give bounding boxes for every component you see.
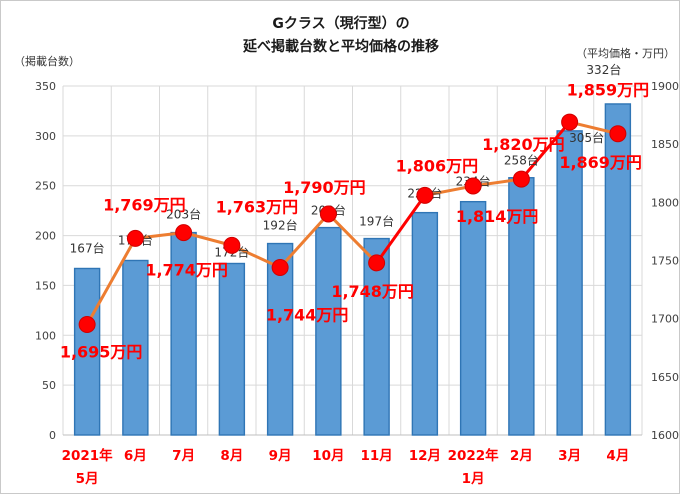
bar-label-7: 197台 — [359, 214, 394, 229]
price-label-12: 1,859万円 — [567, 81, 650, 100]
price-marker-6 — [319, 205, 337, 223]
bar-label-5: 192台 — [263, 218, 298, 233]
price-marker-9 — [464, 177, 482, 195]
left-axis-tick: 200 — [35, 230, 56, 243]
price-marker-5 — [271, 258, 289, 276]
chart-title-line1: Gクラス（現行型）の — [272, 16, 410, 32]
price-marker-3 — [175, 224, 193, 242]
left-axis-tick: 300 — [35, 130, 56, 143]
bar-label-11: 305台 — [569, 130, 604, 145]
left-axis-tick: 0 — [49, 429, 56, 442]
left-axis-title: （掲載台数） — [14, 55, 80, 68]
x-axis-label-7: 11月 — [360, 448, 392, 464]
right-axis-tick: 1800 — [651, 196, 679, 209]
price-line-segment-1 — [85, 236, 137, 326]
left-axis-tick: 150 — [35, 279, 56, 292]
bar-10 — [508, 177, 535, 436]
bar-4 — [218, 262, 246, 436]
x-axis-label-12: 4月 — [606, 448, 629, 464]
x-axis-label-8: 12月 — [409, 448, 441, 464]
right-axis-title: （平均価格・万円） — [576, 47, 675, 60]
x-axis-label-3: 7月 — [172, 448, 195, 464]
right-axis-tick: 1600 — [651, 429, 679, 442]
price-label-7: 1,748万円 — [331, 282, 414, 301]
price-label-2: 1,769万円 — [103, 195, 186, 214]
bar-6 — [315, 226, 342, 436]
bar-3 — [170, 231, 197, 436]
price-label-5: 1,744万円 — [266, 305, 349, 324]
x-axis-label-5: 9月 — [269, 448, 292, 464]
price-label-3: 1,774万円 — [145, 261, 228, 280]
price-line-segment-10 — [519, 120, 572, 181]
price-marker-8 — [416, 186, 434, 204]
price-marker-7 — [368, 254, 386, 272]
x-axis-label-4: 8月 — [220, 448, 243, 464]
right-axis-tick: 1650 — [651, 371, 679, 384]
bar-11 — [556, 130, 583, 436]
left-axis-tick: 100 — [35, 329, 56, 342]
price-label-10: 1,820万円 — [482, 135, 565, 154]
price-label-1: 1,695万円 — [60, 342, 143, 361]
price-marker-10 — [512, 170, 530, 188]
right-axis-tick: 1700 — [651, 313, 679, 326]
bar-2 — [122, 259, 149, 436]
right-axis-tick: 1850 — [651, 138, 679, 151]
chart-title: Gクラス（現行型）の 延べ掲載台数と平均価格の推移 — [1, 13, 679, 59]
price-line-segment-7 — [375, 193, 427, 265]
x-axis-label-2: 6月 — [124, 448, 147, 464]
x-axis-label-1: 2021年 — [62, 447, 114, 464]
price-marker-1 — [78, 315, 96, 333]
bar-1 — [73, 267, 101, 436]
price-label-11: 1,869万円 — [559, 153, 642, 172]
x-axis-label-6: 10月 — [312, 448, 344, 464]
left-axis-tick: 350 — [35, 80, 56, 93]
chart-title-line2: 延べ掲載台数と平均価格の推移 — [243, 39, 439, 55]
bar-8 — [411, 211, 439, 436]
price-label-6: 1,790万円 — [283, 178, 366, 197]
x-axis-label-11: 3月 — [558, 448, 581, 464]
right-axis-tick: 1900 — [651, 80, 679, 93]
price-marker-12 — [609, 125, 627, 143]
bar-12 — [604, 103, 632, 436]
price-line-segment-6 — [326, 212, 379, 265]
price-marker-2 — [126, 229, 144, 247]
price-label-4: 1,763万円 — [216, 197, 299, 216]
price-marker-4 — [223, 236, 241, 254]
x-axis-label-9: 1月 — [462, 471, 485, 487]
x-axis-label-9: 2022年 — [448, 447, 500, 464]
price-label-8: 1,806万円 — [396, 156, 479, 175]
bar-label-12: 332台 — [586, 62, 621, 77]
bar-label-3: 203台 — [166, 207, 201, 222]
price-line-segment-5 — [278, 212, 330, 269]
price-label-9: 1,814万円 — [456, 207, 539, 226]
right-axis-tick: 1750 — [651, 255, 679, 268]
left-axis-tick: 250 — [35, 180, 56, 193]
x-axis-label-10: 2月 — [510, 448, 533, 464]
bar-9 — [459, 200, 487, 436]
left-axis-tick: 50 — [42, 379, 56, 392]
x-axis-label-1: 5月 — [76, 471, 99, 487]
price-marker-11 — [561, 113, 579, 131]
price-line-segment-4 — [230, 243, 282, 269]
bar-label-1: 167台 — [70, 240, 105, 255]
bar-label-10: 258台 — [504, 153, 539, 168]
